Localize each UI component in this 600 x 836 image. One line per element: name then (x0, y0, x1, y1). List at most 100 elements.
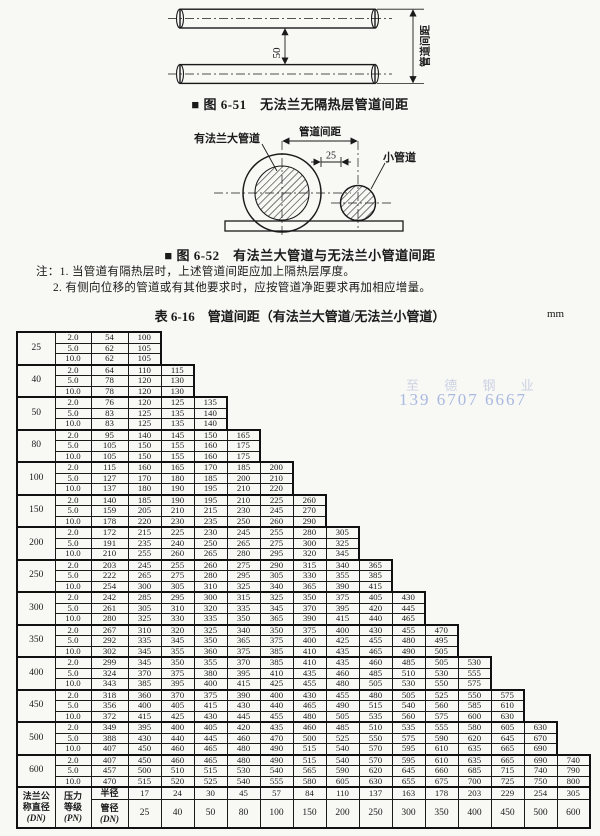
empty-step-region (458, 646, 590, 657)
cell-spacing-value: 410 (292, 656, 327, 669)
cell-spacing-value: 445 (193, 732, 228, 744)
cell-spacing-value: 630 (523, 721, 558, 734)
empty-step-region (161, 354, 590, 365)
cell-spacing-value: 405 (358, 591, 393, 604)
cell-spacing-value: 355 (325, 570, 360, 582)
table-row: 5.0 292 335 345 350 365 375 400 425 455 480 495 (17, 635, 590, 647)
empty-step-region (524, 711, 590, 722)
cell-spacing-value: 505 (391, 688, 426, 701)
note-1: 注：1. 当管道有隔热层时，上述管道间距应加上隔热层厚度。 (36, 266, 356, 278)
cell-spacing-value: 445 (226, 710, 261, 723)
cell-spacing-value: 665 (490, 753, 525, 766)
cell-spacing-value: 275 (226, 558, 261, 571)
cell-spacing-value: 425 (325, 635, 360, 647)
cell-radius: 267 (90, 623, 129, 636)
cell-spacing-value: 175 (226, 450, 261, 463)
cell-spacing-value: 565 (292, 765, 327, 777)
cell-spacing-value: 505 (358, 678, 393, 690)
empty-step-region (260, 430, 590, 441)
cell-spacing-value: 430 (226, 700, 261, 712)
cell-spacing-value: 525 (193, 775, 228, 788)
cell-spacing-value: 575 (424, 710, 459, 723)
footer-radius-value: 45 (226, 786, 261, 800)
footer-diameter-value: 50 (193, 799, 228, 829)
cell-spacing-value: 215 (193, 505, 228, 517)
empty-step-region (359, 549, 590, 560)
cell-spacing-value: 135 (160, 418, 195, 430)
cell-spacing-value: 150 (127, 450, 162, 463)
cell-spacing-value: 225 (259, 493, 294, 506)
footer-diameter-value: 150 (292, 799, 327, 829)
empty-step-region (524, 690, 590, 701)
cell-spacing-value: 125 (127, 418, 162, 430)
cell-spacing-value: 265 (193, 548, 228, 560)
cell-radius: 203 (90, 558, 129, 571)
cell-spacing-value: 400 (292, 635, 327, 647)
cell-spacing-value: 630 (358, 775, 393, 788)
cell-spacing-value: 105 (127, 353, 162, 365)
empty-step-region (557, 744, 590, 755)
footer-radius-value: 30 (193, 786, 228, 800)
cell-pn: 2.0 (54, 493, 92, 506)
empty-step-region (326, 506, 590, 517)
cell-spacing-value: 540 (391, 700, 426, 712)
cell-radius: 105 (90, 440, 129, 452)
cell-spacing-value: 655 (391, 775, 426, 788)
cell-spacing-value: 265 (127, 570, 162, 582)
cell-spacing-value: 280 (193, 570, 228, 582)
cell-radius: 105 (90, 450, 129, 463)
cell-spacing-value: 455 (325, 688, 360, 701)
cell-spacing-value: 470 (424, 623, 459, 636)
table-row: 5.0 457 500 510 515 530 540 565 590 620 645 660 685 7… (17, 765, 591, 777)
footer-diameter-value: 80 (226, 799, 261, 829)
cell-spacing-value: 490 (259, 743, 294, 755)
empty-step-region (392, 571, 590, 582)
cell-spacing-value: 550 (424, 678, 459, 690)
cell-spacing-value: 370 (226, 656, 261, 669)
cell-spacing-value: 230 (226, 505, 261, 517)
cell-spacing-value: 395 (127, 721, 162, 734)
cell-spacing-value: 430 (391, 591, 426, 604)
cell-spacing-value: 370 (160, 688, 195, 701)
cell-pn: 2.0 (54, 656, 92, 669)
cell-spacing-value: 145 (160, 428, 195, 441)
cell-spacing-value: 480 (226, 753, 261, 766)
cell-spacing-value: 430 (127, 732, 162, 744)
cell-spacing-value: 350 (259, 623, 294, 636)
cell-spacing-value: 510 (358, 721, 393, 734)
cell-spacing-value: 500 (292, 732, 327, 744)
cell-spacing-value: 295 (226, 570, 261, 582)
cell-spacing-value: 250 (226, 515, 261, 528)
cell-spacing-value: 440 (259, 700, 294, 712)
cell-spacing-value: 410 (292, 645, 327, 658)
cell-spacing-value: 580 (457, 721, 492, 734)
table-row: 5.0 191 235 240 250 265 275 300 325 (17, 537, 590, 549)
cell-spacing-value: 160 (193, 440, 228, 452)
cell-spacing-value: 340 (226, 623, 261, 636)
cell-radius: 407 (90, 753, 129, 766)
cell-spacing-value: 515 (292, 753, 327, 766)
table-row: 50 2.0 76 120 125 135 (16, 396, 590, 430)
cell-spacing-value: 250 (193, 537, 228, 549)
cell-radius: 159 (90, 505, 129, 517)
cell-radius: 64 (90, 363, 129, 376)
cell-pn: 10.0 (54, 483, 92, 495)
cell-spacing-value: 365 (292, 580, 327, 593)
cell-spacing-value: 320 (292, 548, 327, 560)
cell-spacing-value: 485 (325, 721, 360, 734)
cell-spacing-value: 715 (490, 765, 525, 777)
cell-spacing-value: 415 (358, 580, 393, 593)
cell-spacing-value: 345 (259, 602, 294, 614)
table-row: 10.0 280 325 330 335 350 365 390 415 440 465 (17, 613, 590, 625)
small-pipe-label: 小管道 (382, 150, 416, 164)
cell-spacing-value: 305 (325, 526, 360, 539)
cell-spacing-value: 385 (358, 570, 393, 582)
cell-spacing-value: 500 (127, 765, 162, 777)
cell-spacing-value: 610 (490, 700, 525, 712)
cell-spacing-value: 605 (325, 775, 360, 788)
cell-radius: 178 (90, 515, 129, 528)
cell-radius: 54 (90, 331, 129, 344)
cell-spacing-value: 645 (391, 765, 426, 777)
cell-radius: 76 (90, 396, 129, 409)
